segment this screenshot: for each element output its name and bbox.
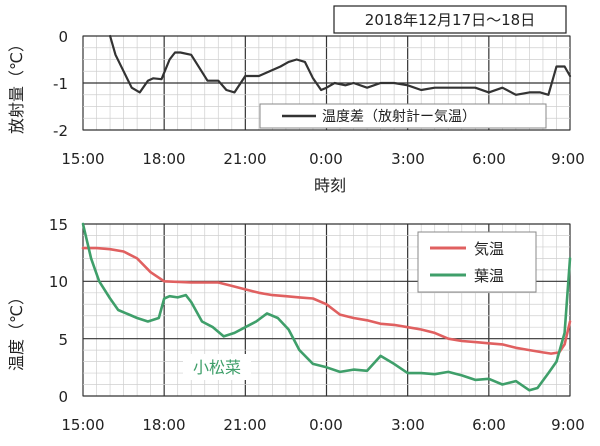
bottom-ytick-label: 15	[49, 216, 68, 234]
top-legend-label: 温度差（放射計ー気温）	[322, 109, 476, 125]
top-x-axis-label: 時刻	[314, 176, 346, 195]
bottom-xtick-label: 18:00	[142, 416, 185, 434]
bottom-y-axis-label: 温度（℃）	[7, 289, 26, 371]
bottom-ytick-label: 0	[58, 388, 68, 406]
date-label: 2018年12月17日～18日	[365, 11, 535, 29]
bottom-series-line-0	[81, 246, 572, 355]
bottom-xtick-label: 9:00	[551, 416, 585, 434]
date-box	[333, 5, 567, 34]
bottom-series-line-1	[81, 222, 572, 392]
bottom-ytick-label: 10	[49, 273, 68, 291]
annotation-label: 小松菜	[193, 358, 241, 377]
bottom-legend-label-leaf: 葉温	[474, 267, 504, 285]
top-xtick-label: 21:00	[223, 150, 266, 168]
bottom-xtick-label: 21:00	[223, 416, 266, 434]
top-xtick-label: 3:00	[391, 150, 425, 168]
top-xtick-label: 15:00	[61, 150, 104, 168]
top-xtick-label: 18:00	[142, 150, 185, 168]
top-y-axis-label: 放射量（℃）	[7, 36, 26, 134]
bottom-xtick-label: 0:00	[309, 416, 343, 434]
bottom-legend-box	[417, 231, 537, 293]
top-series-line-0	[108, 34, 572, 96]
bottom-xtick-label: 3:00	[391, 416, 425, 434]
bottom-series	[81, 222, 572, 392]
top-series	[108, 34, 572, 96]
top-ytick-label: -2	[53, 122, 68, 140]
top-xtick-label: 9:00	[551, 150, 585, 168]
bottom-chart: 気温 葉温 小松菜 15 10 5 0 温度（℃） 15:00 18:00 21…	[7, 216, 585, 434]
annotation-bg	[183, 354, 251, 380]
bottom-xtick-label: 15:00	[61, 416, 104, 434]
top-xtick-label: 0:00	[309, 150, 343, 168]
top-xtick-label: 6:00	[472, 150, 506, 168]
top-ytick-label: -1	[53, 75, 68, 93]
top-chart: 2018年12月17日～18日 温度差（放射計ー気温） 0 -1 -2 放射量（…	[7, 5, 585, 195]
top-gridlines	[82, 35, 571, 131]
bottom-legend-label-air: 気温	[474, 240, 504, 258]
bottom-xtick-label: 6:00	[472, 416, 506, 434]
top-ytick-label: 0	[58, 28, 68, 46]
bottom-ytick-label: 5	[58, 331, 68, 349]
